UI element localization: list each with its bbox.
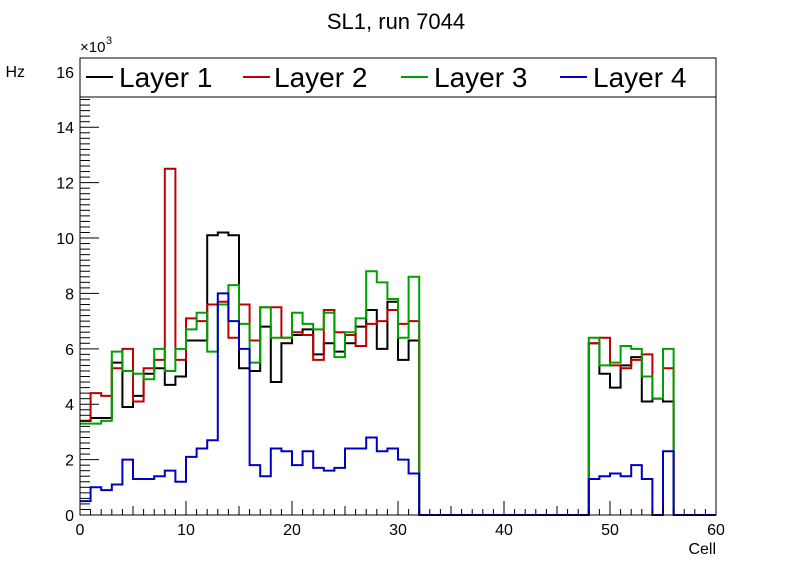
y-tick-label: 2 [65, 453, 74, 470]
plot-series [80, 167, 716, 516]
y-axis: 0 2 4 6 8 10 12 14 16 [56, 65, 99, 525]
exponent-label: ×10 3 [80, 35, 112, 56]
legend-label-1: Layer 1 [119, 62, 212, 93]
y-tick-label: 0 [65, 508, 74, 525]
x-axis-title: Cell [688, 541, 716, 558]
series-3-line [80, 270, 716, 516]
chart-title: SL1, run 7044 [327, 9, 465, 34]
x-tick-label: 40 [495, 522, 513, 539]
x-tick-label: 60 [707, 522, 725, 539]
series-4-line [80, 292, 716, 516]
y-tick-label: 8 [65, 286, 74, 303]
x-tick-label: 50 [601, 522, 619, 539]
y-tick-label: 16 [56, 65, 74, 82]
legend-label-3: Layer 3 [434, 62, 527, 93]
x-tick-label: 0 [76, 522, 85, 539]
x-axis: 0 10 20 30 40 50 60 [76, 501, 725, 539]
legend-label-2: Layer 2 [274, 62, 367, 93]
y-tick-label: 12 [56, 176, 74, 193]
x-tick-label: 20 [283, 522, 301, 539]
series-2-line [80, 167, 716, 516]
exponent-base: ×10 [80, 39, 105, 56]
legend-label-4: Layer 4 [593, 62, 686, 93]
exponent-power: 3 [106, 35, 112, 47]
x-tick-label: 10 [177, 522, 195, 539]
y-tick-label: 4 [65, 397, 74, 414]
y-tick-label: 14 [56, 120, 74, 137]
y-tick-label: 6 [65, 342, 74, 359]
y-axis-title: Hz [5, 64, 25, 81]
y-tick-label: 10 [56, 231, 74, 248]
legend-box [79, 57, 717, 98]
legend: Layer 1 Layer 2 Layer 3 Layer 4 [79, 57, 717, 98]
x-tick-label: 30 [389, 522, 407, 539]
